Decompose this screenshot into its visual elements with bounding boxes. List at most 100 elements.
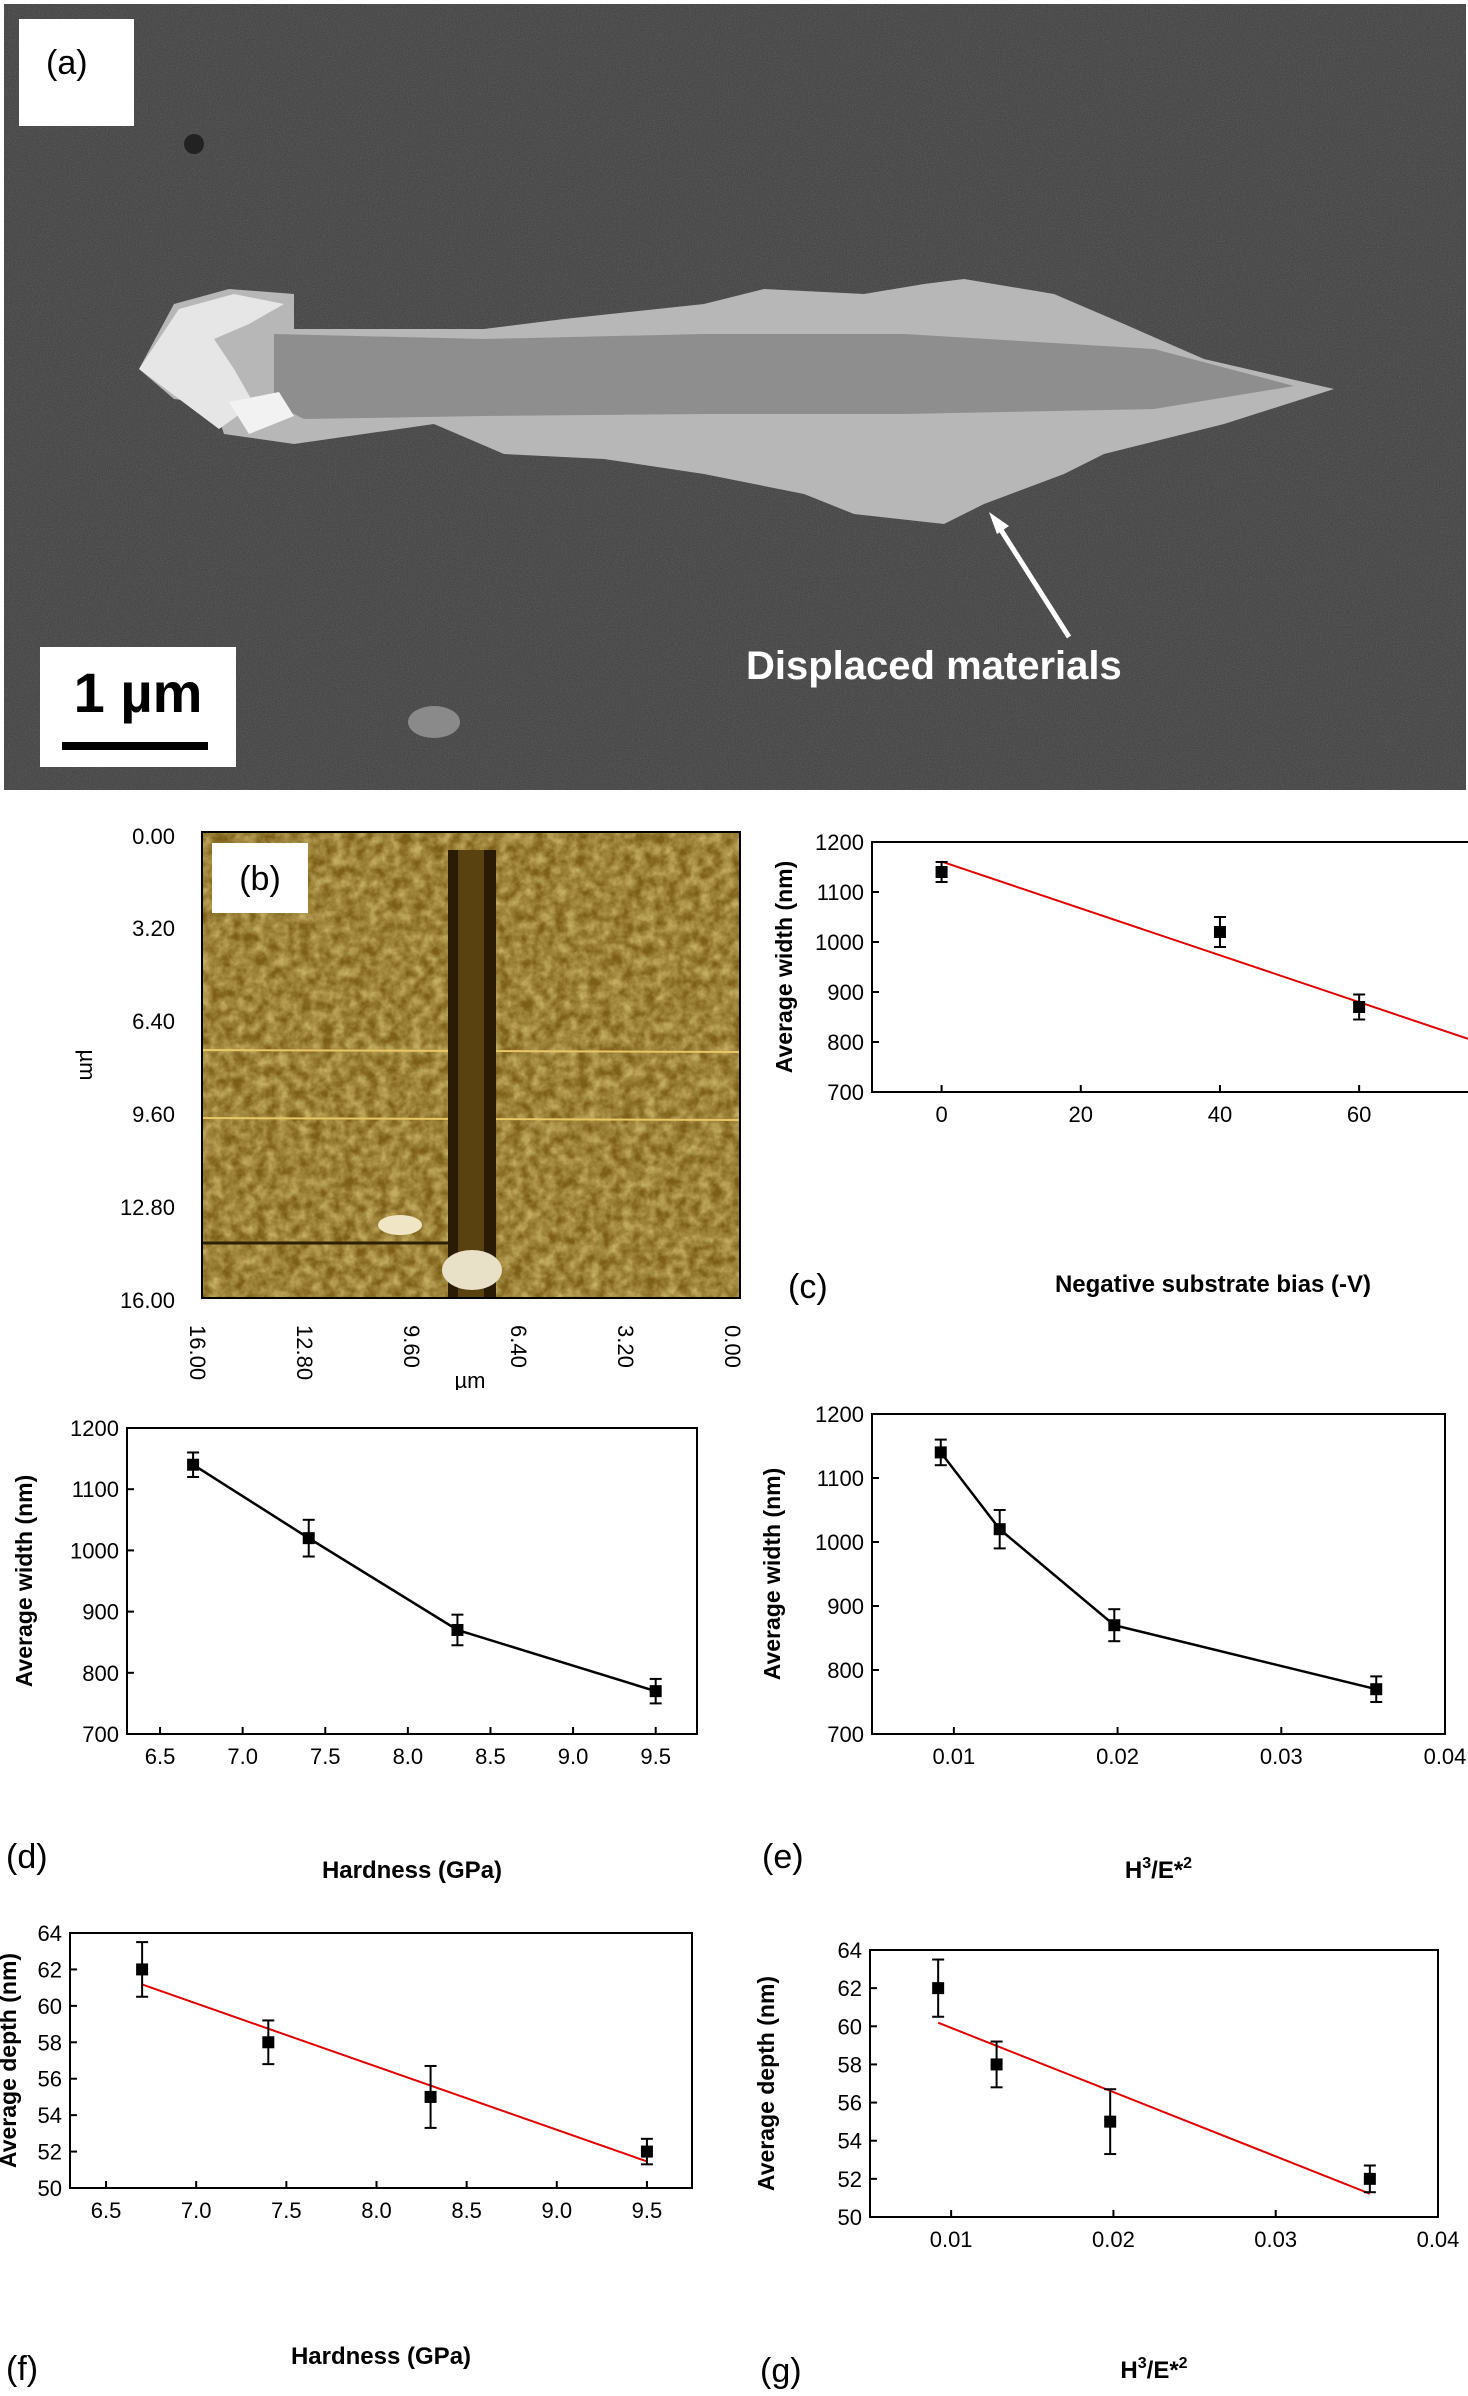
plot-frame: [869, 1949, 1439, 2218]
x-tick-label: 0.03: [1260, 1744, 1303, 1769]
y-tick-label: 54: [838, 2129, 862, 2154]
chart-e: 700 800 900 1000 1100 1200 0.01 0.02 0.03 0.04 Ave…: [759, 1402, 1466, 1884]
panel-label-d: (d): [6, 1838, 48, 1876]
data-point: [1353, 1001, 1366, 1013]
y-tick-label: 58: [38, 2030, 62, 2055]
x-tick-label: 9.5: [640, 1744, 671, 1769]
x-axis-title-part: 2: [1179, 2355, 1188, 2372]
afm-y-tick: 12.80: [120, 1195, 175, 1220]
linear-fit-line: [937, 2021, 1371, 2195]
data-point: [993, 1523, 1006, 1536]
panel-label-f: (f): [6, 2350, 38, 2388]
y-tick-label: 52: [38, 2140, 62, 2165]
sem-image: [4, 4, 1466, 790]
plot-frame: [69, 1932, 693, 2189]
data-point: [640, 2145, 653, 2158]
x-tick-label: 7.0: [181, 2198, 212, 2223]
x-tick-label: 6.5: [91, 2198, 122, 2223]
surface-particle: [408, 706, 460, 738]
sem-micrograph: (a) 1 µm Displaced materials: [4, 4, 1466, 790]
y-axis-title: Average width (nm): [771, 861, 797, 1074]
data-point: [302, 1532, 315, 1545]
data-point: [451, 1623, 464, 1636]
x-axis-title-part: 3: [1138, 2355, 1147, 2372]
x-axis-title: Hardness (GPa): [291, 2343, 471, 2370]
x-tick-label: 60: [1347, 1102, 1371, 1127]
data-point: [1104, 2115, 1117, 2128]
x-axis-title-part: /E*: [1147, 2357, 1180, 2384]
x-tick-label: 9.0: [541, 2198, 572, 2223]
afm-y-tick: 9.60: [132, 1102, 175, 1127]
x-tick-label: 20: [1069, 1102, 1093, 1127]
plot-frame: [126, 1427, 698, 1735]
data-point: [934, 1446, 947, 1459]
afm-figure: (b) 0.00 3.20 6.40 9.60 12.80 16.00 µm 1…: [75, 824, 745, 1393]
panel-a-label-box: [19, 19, 134, 126]
plot-frame: [871, 841, 1468, 1093]
y-tick-label: 1100: [72, 1477, 119, 1502]
x-tick-label: 7.0: [227, 1744, 258, 1769]
afm-frame: [201, 831, 741, 1299]
x-tick-label: 7.5: [310, 1744, 341, 1769]
data-point: [932, 1982, 945, 1995]
data-point: [1108, 1619, 1121, 1632]
afm-y-tick: 3.20: [132, 916, 175, 941]
afm-x-tick: 12.80: [292, 1325, 317, 1380]
y-tick-label: 700: [82, 1722, 119, 1747]
y-axis-title: Average depth (nm): [0, 1953, 21, 2168]
scratch-groove: [274, 334, 1294, 419]
afm-x-tick: 9.60: [399, 1325, 424, 1368]
data-point: [935, 866, 948, 878]
linear-fit-line: [141, 1983, 648, 2163]
afm-pileup: [442, 1250, 502, 1290]
afm-x-axis-title: µm: [454, 1368, 485, 1390]
x-tick-label: 0.01: [930, 2227, 973, 2252]
y-tick-label: 64: [38, 1921, 62, 1946]
y-tick-label: 60: [38, 1994, 62, 2019]
data-point: [1363, 2172, 1376, 2185]
chart-f: 50 52 54 56 58 60 62 64 6.5 7.0 7.5 8.0 8.5 9.0 9.5 Ave…: [0, 1921, 693, 2388]
afm-x-ticks: 16.00 12.80 9.60 6.40 3.20 0.00: [185, 1325, 745, 1380]
panel-b-label-box: [212, 843, 308, 913]
chart-d: 700 800 900 1000 1100 1200 6.5 7.0 7.5 8.0 8.5 9.0 9…: [6, 1416, 698, 1884]
data-point: [424, 2090, 437, 2103]
y-tick-label: 800: [827, 1030, 864, 1055]
y-axis-title: Average width (nm): [759, 1468, 785, 1681]
data-point: [1370, 1683, 1383, 1696]
y-tick-label: 56: [38, 2067, 62, 2092]
annotation-arrow-line: [991, 517, 1072, 639]
y-tick-label: 900: [827, 980, 864, 1005]
data-point: [990, 2058, 1003, 2071]
x-axis-title-part: H: [1120, 2357, 1137, 2384]
x-axis-title-part: H: [1125, 1857, 1142, 1884]
series-line: [939, 1451, 1377, 1691]
afm-y-ticks: 0.00 3.20 6.40 9.60 12.80 16.00: [120, 824, 175, 1313]
plot-frame: [871, 1413, 1446, 1735]
y-tick-label: 1200: [815, 830, 864, 855]
pile-up-bright: [139, 294, 284, 429]
x-tick-label: 8.5: [451, 2198, 482, 2223]
x-tick-label: 0.02: [1092, 2227, 1135, 2252]
afm-y-axis-title: µm: [75, 1049, 100, 1080]
afm-y-tick: 16.00: [120, 1288, 175, 1313]
y-tick-label: 900: [827, 1594, 864, 1619]
chart-g: 50 52 54 56 58 60 62 64 0.01 0.02 0.03 0.04 Average …: [753, 1938, 1460, 2390]
y-tick-label: 700: [827, 1080, 864, 1105]
data-point: [187, 1458, 200, 1471]
x-axis-title: H3/E*2: [1125, 1855, 1192, 1884]
data-point: [136, 1963, 149, 1976]
afm-y-tick: 0.00: [132, 824, 175, 849]
x-tick-label: 0.04: [1417, 2227, 1460, 2252]
x-axis-title: Hardness (GPa): [322, 1857, 502, 1884]
y-tick-label: 700: [827, 1722, 864, 1747]
y-tick-label: 60: [838, 2014, 862, 2039]
y-tick-label: 62: [38, 1957, 62, 1982]
x-tick-label: 8.0: [393, 1744, 424, 1769]
scale-bar-line: [62, 742, 208, 750]
x-tick-label: 0.01: [932, 1744, 975, 1769]
y-tick-label: 1100: [817, 880, 864, 905]
afm-x-tick: 0.00: [720, 1325, 745, 1368]
x-tick-label: 7.5: [271, 2198, 302, 2223]
x-axis-title: Negative substrate bias (-V): [1055, 1271, 1371, 1298]
panel-label-b: (b): [239, 860, 281, 898]
